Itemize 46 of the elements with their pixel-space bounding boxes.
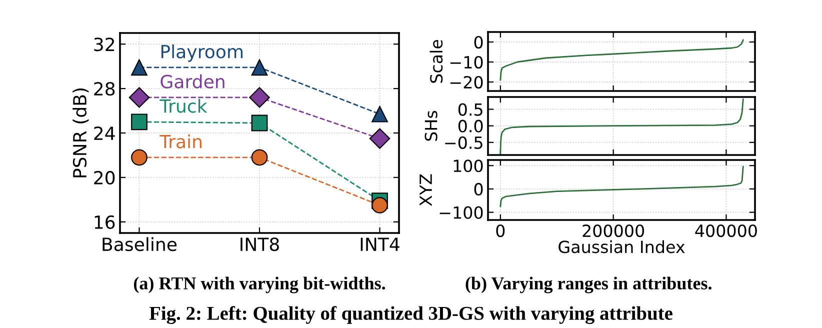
- line-series: [500, 39, 744, 81]
- y-tick-label: −0.5: [445, 136, 482, 149]
- series-label: Train: [160, 134, 202, 148]
- x-tick-label: INT8: [240, 237, 279, 252]
- point: [128, 87, 150, 108]
- y-tick-label: 20: [94, 170, 115, 185]
- x-tick-label: 200000: [582, 224, 644, 238]
- y-tick-label: 32: [94, 38, 114, 52]
- y-tick-label: −100: [440, 206, 483, 219]
- y-tick-label: 16: [94, 215, 115, 230]
- y-tick-label: 0.5: [458, 103, 482, 116]
- y-tick-label: 24: [94, 126, 115, 140]
- y-axis-title: Scale: [430, 40, 443, 83]
- y-tick-label: 100: [454, 160, 483, 172]
- point: [372, 106, 388, 122]
- x-axis-title: Gaussian Index: [558, 240, 685, 254]
- point: [131, 149, 148, 166]
- y-axis-title: SHs: [424, 110, 438, 141]
- y-tick-label: 28: [94, 82, 115, 96]
- series-label: Garden: [160, 74, 224, 88]
- x-tick-label: 0: [496, 224, 505, 238]
- point: [251, 59, 268, 76]
- line-series: [500, 166, 744, 208]
- y-tick-label: 0: [474, 182, 483, 196]
- point: [251, 149, 268, 166]
- y-tick-label: −10: [450, 56, 483, 69]
- point: [369, 128, 390, 149]
- y-tick-label: −20: [450, 76, 483, 89]
- y-axis-title: PSNR (dB): [72, 88, 89, 178]
- line-series: [500, 98, 744, 155]
- y-tick-label: 0.0: [458, 120, 483, 132]
- series-label: Playroom: [161, 44, 243, 62]
- point: [372, 197, 388, 214]
- y-tick-label: 0: [474, 36, 483, 49]
- text: (a) RTN with varying bit-widths.: [134, 276, 386, 294]
- text: (b) Varying ranges in attributes.: [466, 276, 712, 294]
- x-tick-label: INT4: [360, 238, 400, 251]
- caption: Fig. 2: Left: Quality of quantized 3D-GS with varying attribute: [149, 306, 672, 324]
- point: [249, 87, 270, 108]
- point: [131, 114, 148, 130]
- point: [131, 59, 148, 76]
- point: [251, 114, 268, 132]
- series-label: Truck: [160, 98, 208, 113]
- x-tick-label: Baseline: [102, 237, 177, 252]
- y-axis-title: XYZ: [420, 174, 432, 206]
- x-tick-label: 400000: [695, 224, 757, 238]
